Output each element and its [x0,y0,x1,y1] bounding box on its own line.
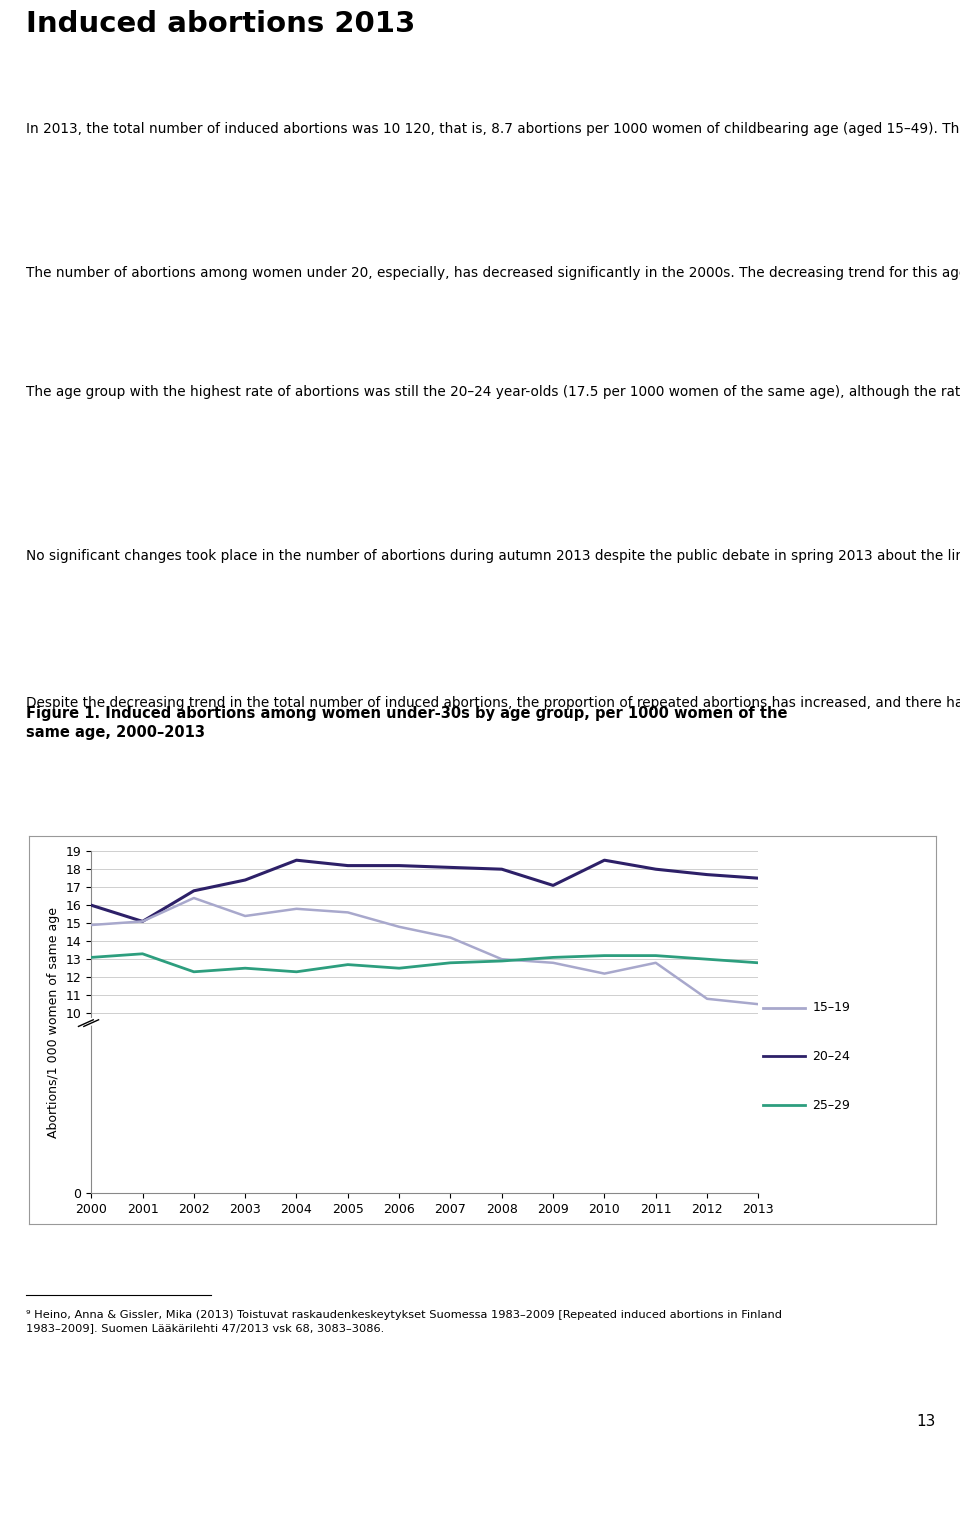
Text: The age group with the highest rate of abortions was still the 20–24 year-olds (: The age group with the highest rate of a… [26,385,960,398]
Text: Despite the decreasing trend in the total number of induced abortions, the propo: Despite the decreasing trend in the tota… [26,696,960,710]
Text: Induced abortions 2013: Induced abortions 2013 [26,11,416,38]
Text: 13: 13 [917,1414,936,1429]
Text: Figure 1. Induced abortions among women under-30s by age group, per 1000 women o: Figure 1. Induced abortions among women … [26,705,787,740]
Text: 25–29: 25–29 [812,1099,851,1111]
Text: The number of abortions among women under 20, especially, has decreased signific: The number of abortions among women unde… [26,266,960,280]
Text: ⁹ Heino, Anna & Gissler, Mika (2013) Toistuvat raskaudenkeskeytykset Suomessa 19: ⁹ Heino, Anna & Gissler, Mika (2013) Toi… [26,1310,781,1333]
Y-axis label: Abortions/1 000 women of same age: Abortions/1 000 women of same age [47,907,60,1137]
Text: 20–24: 20–24 [812,1050,851,1062]
Text: In 2013, the total number of induced abortions was 10 120, that is, 8.7 abortion: In 2013, the total number of induced abo… [26,123,960,137]
Text: 15–19: 15–19 [812,1002,851,1014]
Text: No significant changes took place in the number of abortions during autumn 2013 : No significant changes took place in the… [26,549,960,562]
